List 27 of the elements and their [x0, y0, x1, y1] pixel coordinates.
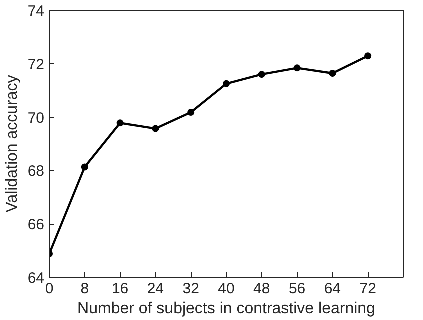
- x-tick-label: 64: [324, 280, 342, 298]
- y-tick-label: 70: [28, 110, 45, 127]
- x-axis-title: Number of subjects in contrastive learning: [78, 300, 376, 318]
- point: [364, 52, 372, 60]
- y-tick-label: 74: [28, 3, 45, 20]
- x-tick-label: 0: [45, 280, 54, 298]
- x-tick-label: 16: [112, 280, 129, 298]
- x-tick-label: 56: [288, 280, 306, 298]
- point: [188, 109, 195, 116]
- x-tick-label: 40: [218, 280, 235, 298]
- x-tick-label: 32: [182, 280, 200, 298]
- point: [81, 164, 88, 171]
- point: [329, 70, 336, 78]
- y-axis-title: Validation accuracy: [4, 75, 21, 213]
- y-tick-label: 66: [28, 216, 45, 234]
- x-tick-label: 72: [360, 280, 376, 298]
- x-tick-label: 24: [147, 280, 164, 298]
- point: [258, 71, 266, 78]
- y-tick-label: 64: [28, 270, 45, 287]
- point: [116, 120, 124, 127]
- point: [223, 80, 230, 88]
- point: [294, 64, 301, 72]
- point: [152, 125, 160, 132]
- y-tick-label: 72: [28, 56, 45, 74]
- y-tick-label: 68: [28, 163, 45, 180]
- x-tick-label: 8: [80, 280, 90, 298]
- x-tick-label: 48: [254, 280, 270, 298]
